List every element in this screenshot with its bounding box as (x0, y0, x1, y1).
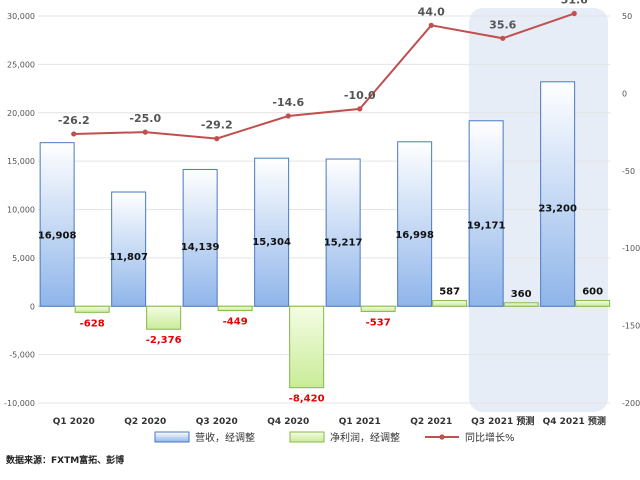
yoy-data-label: -25.0 (129, 112, 161, 125)
category-label: Q2 2021 (410, 417, 452, 427)
y-tick-label: 25,000 (7, 60, 35, 69)
net-profit-data-label: -2,376 (146, 335, 182, 346)
y-tick-label: 10,000 (7, 206, 35, 215)
net-profit-data-label: -449 (223, 317, 248, 328)
y2-tick-label: -200 (622, 399, 640, 408)
yoy-point (500, 35, 506, 41)
y2-tick-label: -100 (622, 244, 640, 253)
revenue-bar (540, 81, 576, 307)
net-profit-bar (503, 302, 539, 307)
yoy-point (71, 131, 77, 137)
bar-series (39, 81, 611, 389)
net-profit-data-label: -628 (80, 318, 105, 329)
revenue-data-label: 14,139 (181, 242, 220, 253)
revenue-bar (468, 120, 504, 307)
revenue-bar (325, 158, 361, 307)
yoy-point (142, 129, 148, 135)
category-label: Q1 2021 (339, 417, 381, 427)
yoy-point (285, 113, 291, 119)
y-tick-label: 5,000 (12, 254, 35, 263)
category-label: Q2 2020 (124, 417, 166, 427)
source-note: 数据来源：FXTM富拓、彭博 (6, 454, 124, 466)
net-profit-bar (432, 300, 468, 307)
legend-swatch (289, 431, 325, 443)
legend-marker (439, 434, 445, 440)
yoy-point (571, 10, 577, 17)
revenue-bar (254, 157, 290, 307)
revenue-bar (39, 142, 75, 307)
net-profit-data-label: -537 (366, 317, 391, 328)
yoy-line (73, 12, 575, 140)
net-profit-data-label: 360 (511, 289, 532, 300)
revenue-data-label: 11,807 (109, 252, 148, 263)
yoy-data-label: -26.2 (58, 114, 90, 127)
net-profit-bar (74, 305, 110, 313)
yoy-data-label: 51.6 (561, 0, 588, 7)
category-axis-labels: Q1 2020 Q2 2020 Q3 2020 Q4 2020 Q1 2021 Q2 20… (53, 415, 606, 427)
net-profit-bar (146, 305, 182, 330)
yoy-line-series (71, 10, 577, 142)
revenue-data-label: 16,908 (38, 230, 77, 241)
y2-tick-label: -150 (622, 322, 640, 331)
category-label: Q3 2020 (196, 417, 238, 427)
y-tick-label: 20,000 (7, 109, 35, 118)
net-profit-bar (360, 305, 396, 312)
yoy-data-label: 35.6 (489, 18, 516, 31)
y-tick-label: -5,000 (9, 351, 35, 360)
category-label: Q3 2021 预测 (471, 415, 534, 427)
revenue-bar (397, 141, 433, 307)
yoy-point (428, 22, 434, 28)
y-tick-label: 15,000 (7, 157, 35, 166)
revenue-bar (111, 191, 147, 307)
y2-tick-label: 50 (622, 12, 632, 21)
category-label: Q4 2020 (267, 417, 309, 427)
revenue-data-label: 15,217 (324, 237, 363, 248)
net-profit-bar (217, 305, 253, 312)
right-axis-ticks: -200 -150 -100 -50 0 50 (622, 12, 640, 408)
yoy-point (214, 136, 220, 142)
category-label: Q4 2021 预测 (543, 415, 606, 427)
yoy-data-label: 44.0 (418, 5, 445, 18)
yoy-data-label: -10.0 (344, 89, 376, 102)
y-tick-label: 0 (30, 302, 35, 311)
yoy-data-label: -14.6 (272, 96, 304, 109)
revenue-data-label: 16,998 (395, 230, 434, 241)
y-tick-label: 30,000 (7, 12, 35, 21)
revenue-data-label: 23,200 (538, 203, 577, 214)
y-tick-label: -10,000 (4, 399, 35, 408)
legend-label: 净利润，经调整 (330, 431, 400, 444)
net-profit-data-label: 600 (582, 286, 603, 297)
revenue-bar (182, 168, 218, 307)
legend-label: 营收，经调整 (195, 431, 255, 444)
net-profit-bar (289, 305, 325, 389)
revenue-data-label: 19,171 (467, 221, 506, 232)
net-profit-data-label: -8,420 (289, 394, 325, 405)
yoy-point (357, 106, 363, 112)
net-profit-bar (575, 299, 611, 307)
revenue-data-label: 15,304 (252, 237, 291, 248)
y2-tick-label: -50 (622, 167, 635, 176)
legend-label: 同比增长% (465, 431, 515, 444)
left-axis-ticks: -10,000 -5,000 0 5,000 10,000 15,000 20,000 25,… (4, 12, 35, 408)
legend-swatch (154, 431, 190, 443)
net-profit-data-label: 587 (439, 287, 460, 298)
y2-tick-label: 0 (622, 89, 627, 98)
data-labels: 16,908 11,807 14,139 15,304 15,217 16,998 19,1… (38, 0, 603, 405)
yoy-data-label: -29.2 (201, 119, 233, 132)
legend: 营收，经调整 净利润，经调整 同比增长% (154, 431, 515, 444)
category-label: Q1 2020 (53, 417, 95, 427)
